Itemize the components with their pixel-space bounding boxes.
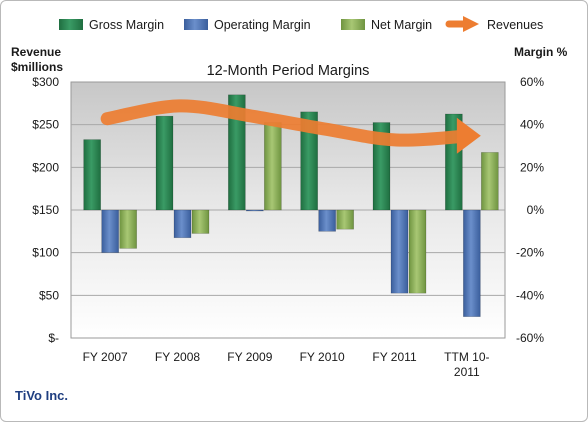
legend-label-revenues: Revenues <box>487 18 543 32</box>
company-footer: TiVo Inc. <box>15 388 68 403</box>
legend-label-operating-margin: Operating Margin <box>214 18 311 32</box>
legend-swatch-operating-margin <box>184 19 208 30</box>
x-tick-label: FY 2009 <box>227 350 272 364</box>
legend: Gross Margin Operating Margin Net Margin… <box>59 16 543 32</box>
bar-operating-margin-3 <box>319 210 336 231</box>
right-tick-label: -20% <box>516 246 544 260</box>
left-axis-title-line-1: Revenue <box>11 45 61 59</box>
right-tick-label: 60% <box>520 75 544 89</box>
legend-label-net-margin: Net Margin <box>371 18 432 32</box>
bar-gross-margin-0 <box>84 140 101 210</box>
left-tick-label: $200 <box>32 160 59 174</box>
left-tick-label: $50 <box>39 288 59 302</box>
legend-label-gross-margin: Gross Margin <box>89 18 164 32</box>
left-axis-ticks: $- $50 $100 $150 $200 $250 $300 <box>32 75 59 345</box>
bar-net-margin-5 <box>481 152 498 210</box>
x-tick-label: TTM 10- <box>444 350 489 364</box>
legend-swatch-net-margin <box>341 19 365 30</box>
x-tick-label: FY 2007 <box>83 350 128 364</box>
bar-net-margin-2 <box>264 123 281 210</box>
bar-net-margin-1 <box>192 210 209 233</box>
chart-title: 12-Month Period Margins <box>207 63 370 79</box>
right-axis-ticks: -60% -40% -20% 0% 20% 40% 60% <box>516 75 544 345</box>
right-tick-label: 20% <box>520 160 544 174</box>
bar-operating-margin-2 <box>246 210 263 211</box>
x-tick-label: FY 2010 <box>300 350 345 364</box>
bar-net-margin-0 <box>120 210 137 248</box>
left-tick-label: $100 <box>32 246 59 260</box>
bar-operating-margin-5 <box>463 210 480 317</box>
bar-operating-margin-4 <box>391 210 408 293</box>
x-tick-label: FY 2011 <box>372 350 417 364</box>
left-tick-label: $250 <box>32 118 59 132</box>
legend-arrowhead-revenues <box>463 16 479 32</box>
right-tick-label: -40% <box>516 288 544 302</box>
left-tick-label: $300 <box>32 75 59 89</box>
bar-net-margin-4 <box>409 210 426 293</box>
bar-net-margin-3 <box>337 210 354 229</box>
right-tick-label: 0% <box>527 203 545 217</box>
left-tick-label: $150 <box>32 203 59 217</box>
right-tick-label: 40% <box>520 118 544 132</box>
left-tick-label: $- <box>48 331 59 345</box>
bar-operating-margin-1 <box>174 210 191 238</box>
x-tick-label: FY 2008 <box>155 350 200 364</box>
left-axis-title-line-2: $millions <box>11 60 63 74</box>
right-axis-title: Margin % <box>514 45 568 59</box>
bar-gross-margin-1 <box>156 116 173 210</box>
x-axis-ticks: FY 2007 FY 2008 FY 2009 FY 2010 FY 2011 TTM 1… <box>83 350 490 379</box>
x-tick-label: 2011 <box>454 365 480 379</box>
legend-swatch-gross-margin <box>59 19 83 30</box>
right-tick-label: -60% <box>516 331 544 345</box>
bar-operating-margin-0 <box>102 210 119 253</box>
